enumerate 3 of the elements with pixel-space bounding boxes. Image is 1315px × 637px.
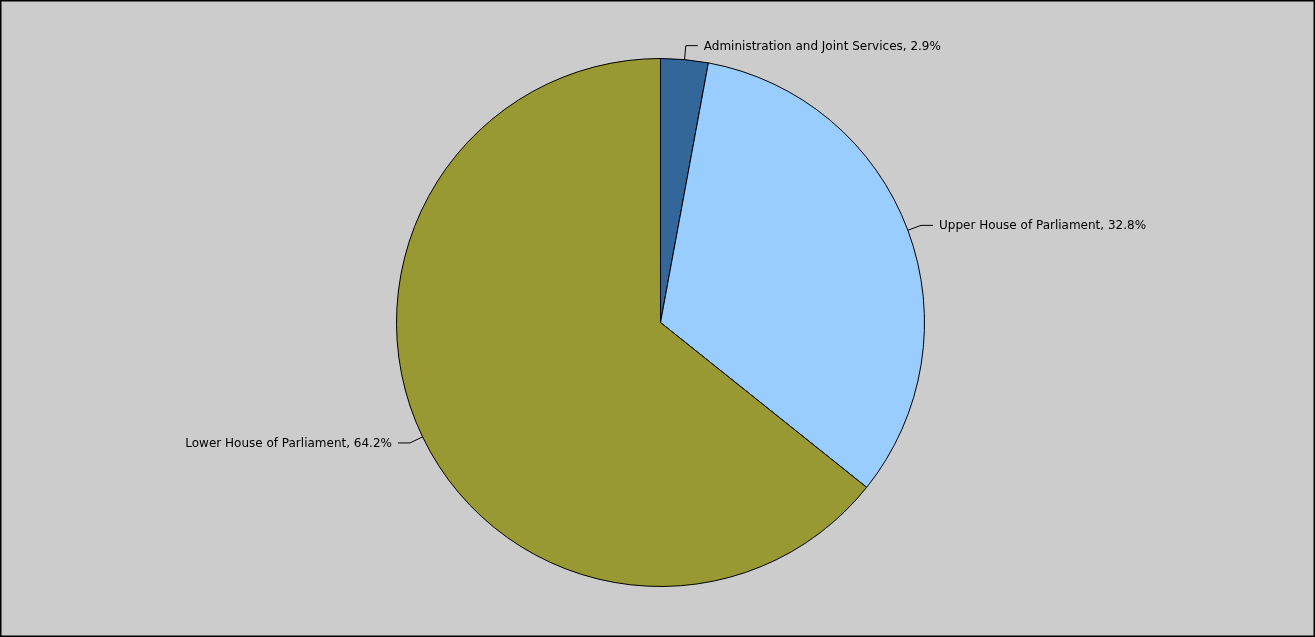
slice-label: Upper House of Parliament, 32.8% (938, 218, 1147, 233)
slice-label: Administration and Joint Services, 2.9% (703, 38, 941, 53)
slice-label: Lower House of Parliament, 64.2% (185, 435, 392, 450)
